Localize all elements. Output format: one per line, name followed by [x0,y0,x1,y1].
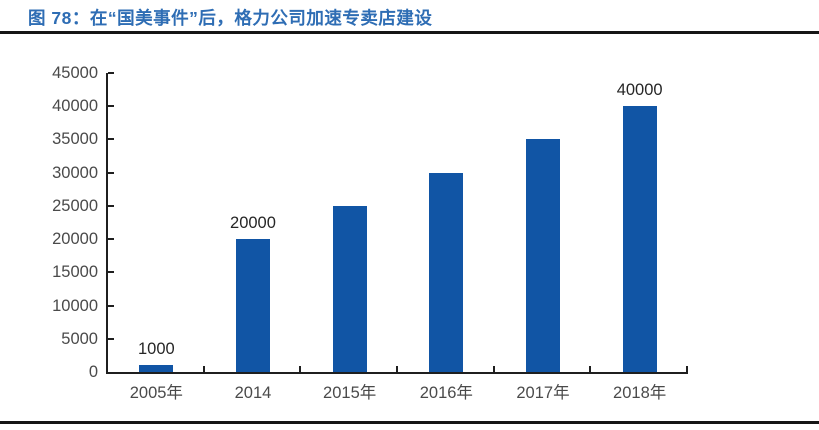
bar [429,172,464,372]
title-divider [0,31,819,34]
y-tick [108,271,114,274]
bar [139,365,174,372]
y-tick-label: 45000 [52,64,98,82]
x-tick-label: 2017年 [516,384,570,402]
x-tick [686,366,688,372]
bar-value-label: 40000 [616,81,663,100]
bar [526,139,560,372]
y-tick [108,105,114,108]
y-tick [108,171,114,174]
y-tick-label: 25000 [52,196,98,215]
y-tick [108,204,114,207]
y-tick-label: 40000 [52,97,98,116]
bar-value-label: 20000 [230,214,276,233]
y-tick-label: 10000 [52,296,98,315]
bar [332,205,367,372]
bottom-divider [0,421,819,424]
y-axis-line [106,73,108,374]
x-tick [202,366,205,372]
y-tick-label: 0 [88,363,98,381]
figure-title: 图 78：在“国美事件”后，格力公司加速专卖店建设 [28,8,433,28]
x-tick [492,366,495,372]
x-tick [299,366,302,372]
bar-value-label: 1000 [137,340,175,359]
y-tick-label: 30000 [52,163,98,182]
y-tick [108,337,114,340]
y-tick-label: 5000 [61,329,98,348]
bar [622,106,657,372]
x-tick [589,366,592,372]
x-tick [396,366,398,372]
x-tick-label: 2016年 [419,384,473,402]
x-tick-label: 2018年 [613,384,667,402]
x-tick-label: 2005年 [129,384,183,402]
x-tick-label: 2015年 [323,384,377,402]
y-tick [108,138,114,141]
y-tick-label: 35000 [52,130,98,149]
y-tick [108,238,114,241]
y-tick-label: 20000 [52,230,98,249]
x-tick-label: 2014 [234,384,272,402]
bar [236,239,270,372]
x-axis-line [106,372,688,374]
y-tick [108,304,114,307]
y-tick [108,72,114,74]
y-tick-label: 15000 [52,263,98,282]
